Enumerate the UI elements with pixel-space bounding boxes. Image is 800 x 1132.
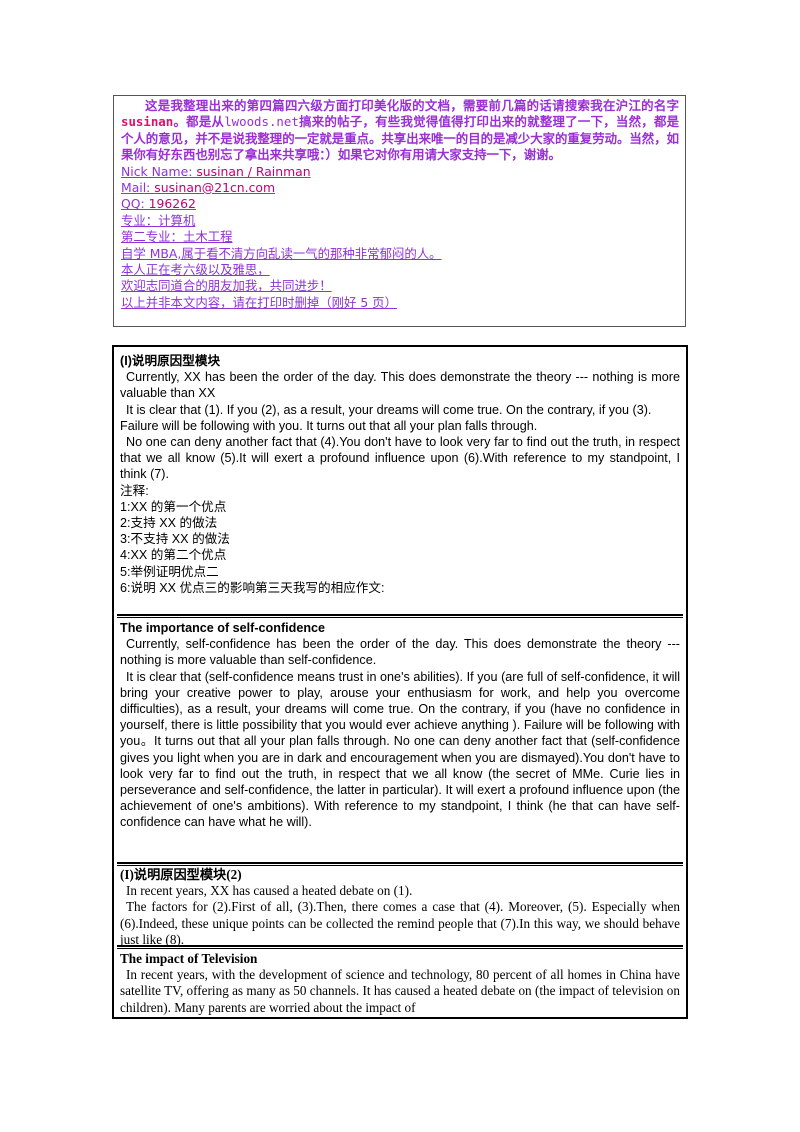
content-inner: (I)说明原因型模块 Currently, XX has been the or…	[117, 350, 683, 1017]
major-line[interactable]: 专业：计算机	[121, 212, 196, 228]
nick-name-line[interactable]: Nick Name: susinan / Rainman	[121, 164, 679, 180]
qq-value: 196262	[148, 196, 196, 212]
section3-heading: (I)说明原因型模块(2)	[120, 867, 242, 882]
mail-line[interactable]: Mail: susinan@21cn.com	[121, 180, 679, 196]
intro-note-box: 这是我整理出来的第四篇四六级方面打印美化版的文档，需要前几篇的话请搜索我在沪江的…	[113, 95, 686, 327]
section1-paragraph-3: Failure will be following with you. It t…	[120, 418, 538, 433]
second-major-line[interactable]: 第二专业：土木工程	[121, 229, 233, 245]
note-item: 6:说明 XX 优点三的影响第三天我写的相应作文:	[120, 580, 385, 595]
section2-paragraph-2: It is clear that (self-confidence means …	[120, 669, 680, 830]
nick-label: Nick Name:	[121, 163, 197, 179]
remove-note-line[interactable]: 以上并非本文内容，请在打印时删掉（刚好 5 页）	[121, 294, 397, 310]
section2-paragraph-1: Currently, self-confidence has been the …	[120, 637, 680, 668]
section-self-confidence: The importance of self-confidence Curren…	[117, 620, 683, 831]
exam-line[interactable]: 本人正在考六级以及雅思，	[121, 262, 270, 278]
section3-paragraph-2: The factors for (2).First of all, (3).Th…	[120, 899, 680, 947]
section1-paragraph-4: No one can deny another fact that (4).Yo…	[120, 435, 680, 482]
note-item: 5:举例证明优点二	[120, 564, 219, 579]
section1-paragraph-2: It is clear that (1). If you (2), as a r…	[126, 402, 652, 417]
intro-text-2: 。都是从	[173, 114, 225, 130]
intro-username: susinan	[121, 114, 174, 130]
intro-text-1: 这是我整理出来的第四篇四六级方面打印美化版的文档，需要前几篇的话请搜索我在沪江的…	[145, 98, 679, 113]
note-item: 4:XX 的第二个优点	[120, 548, 227, 563]
qq-label: QQ:	[121, 196, 149, 212]
mail-label: Mail:	[121, 180, 155, 196]
welcome-line[interactable]: 欢迎志同道合的朋友加我，共同进步！	[121, 278, 332, 294]
note-item: 3:不支持 XX 的做法	[120, 532, 230, 547]
mba-line[interactable]: 自学 MBA,属于看不清方向乱读一气的那种非常郁闷的人。	[121, 245, 442, 261]
section-reason-template: (I)说明原因型模块 Currently, XX has been the or…	[117, 353, 683, 596]
qq-line[interactable]: QQ: 196262	[121, 196, 679, 212]
section-divider	[117, 862, 683, 866]
section-television: The impact of Television In recent years…	[117, 951, 683, 1016]
section-divider	[117, 945, 683, 949]
notes-label: 注释:	[120, 483, 149, 498]
section1-heading: (I)说明原因型模块	[120, 354, 221, 368]
note-item: 1:XX 的第一个优点	[120, 499, 227, 514]
section2-heading: The importance of self-confidence	[120, 621, 326, 635]
note-item: 2:支持 XX 的做法	[120, 516, 218, 531]
section1-paragraph-1: Currently, XX has been the order of the …	[120, 370, 680, 401]
section-divider	[117, 614, 683, 618]
intro-paragraph: 这是我整理出来的第四篇四六级方面打印美化版的文档，需要前几篇的话请搜索我在沪江的…	[121, 98, 679, 164]
mail-value: susinan@21cn.com	[154, 180, 276, 196]
content-frame: (I)说明原因型模块 Currently, XX has been the or…	[112, 345, 688, 1019]
intro-site: lwoods.net	[224, 114, 299, 130]
section-reason-template-2: (I)说明原因型模块(2) In recent years, XX has ca…	[117, 867, 683, 948]
nick-value: susinan / Rainman	[196, 163, 311, 179]
section3-paragraph-1: In recent years, XX has caused a heated …	[126, 883, 413, 899]
section4-heading: The impact of Television	[120, 951, 258, 966]
section4-paragraph-1: In recent years, with the development of…	[120, 967, 680, 1015]
intro-text-3: 搞来的帖子，有些我觉得值得打印出来的就整理了一下，当然，都是个人的意见，并不是说…	[121, 114, 680, 163]
